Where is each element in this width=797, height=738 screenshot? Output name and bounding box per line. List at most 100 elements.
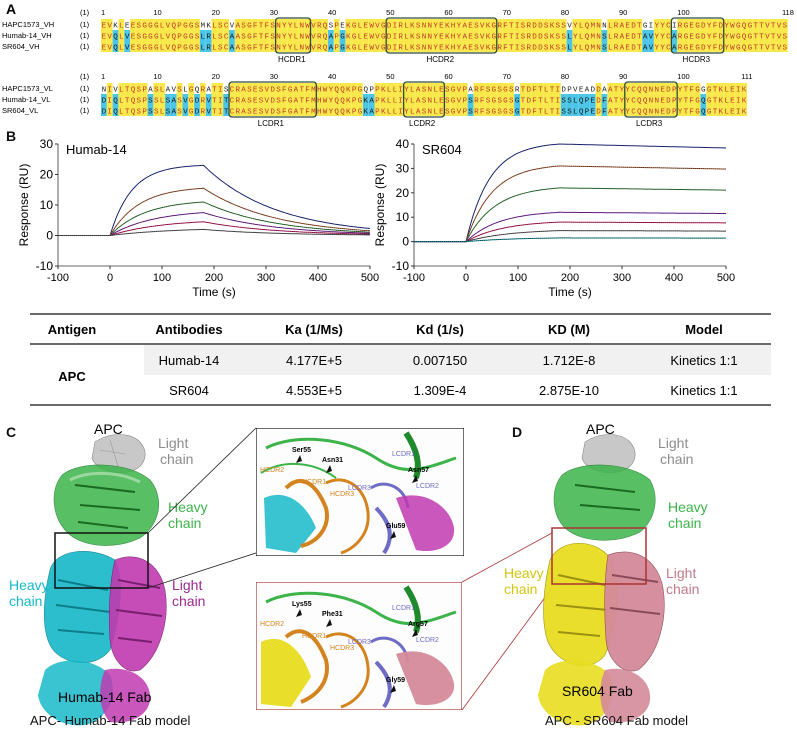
residue: V — [649, 34, 654, 42]
cdr-label: HCDR1 — [302, 479, 326, 486]
residue: L — [119, 109, 124, 117]
residue: K — [113, 23, 118, 31]
residue: Q — [585, 45, 590, 53]
residue: I — [672, 23, 677, 31]
residue: Y — [707, 34, 712, 42]
residue: D — [631, 23, 636, 31]
table-cell: 1.309E-4 — [414, 383, 467, 398]
residue: G — [154, 23, 159, 31]
residue: Q — [171, 23, 176, 31]
residue: F — [713, 34, 718, 42]
residue-label: Asn57 — [408, 467, 429, 474]
panel-label-a: A — [6, 1, 16, 17]
residue: A — [230, 34, 235, 42]
residue: I — [398, 109, 403, 117]
residue: E — [689, 23, 694, 31]
residue: L — [160, 34, 165, 42]
residue: W — [323, 109, 328, 117]
residue: E — [131, 34, 136, 42]
residue: R — [497, 45, 502, 53]
residue: D — [532, 45, 537, 53]
residue: Q — [579, 109, 584, 117]
residue: S — [416, 45, 421, 53]
residue: R — [235, 109, 240, 117]
residue: L — [212, 23, 217, 31]
residue: N — [655, 98, 660, 106]
residue: G — [352, 34, 357, 42]
residue: D — [538, 34, 543, 42]
residue: Y — [404, 87, 409, 95]
residue: K — [445, 23, 450, 31]
residue: A — [620, 45, 625, 53]
residue: T — [550, 109, 555, 117]
residue: V — [480, 34, 485, 42]
residue: W — [369, 45, 374, 53]
residue: P — [375, 87, 380, 95]
residue: V — [480, 23, 485, 31]
residue: V — [567, 23, 572, 31]
residue: R — [206, 45, 211, 53]
residue: L — [160, 98, 165, 106]
residue: K — [346, 45, 351, 53]
residue: Q — [340, 87, 345, 95]
residue: P — [334, 23, 339, 31]
residue: T — [538, 87, 543, 95]
ruler-tick: 20 — [212, 8, 220, 17]
zoom-humab14-interface: Ser55 Asn31 Asn57 Glu59 HCDR2 HCDR1 HCDR3LCDR3… — [256, 428, 464, 556]
residue: D — [270, 87, 275, 95]
residue-label: Asn31 — [322, 457, 343, 464]
residue: Q — [195, 87, 200, 95]
label-heavy-chain-green: Heavy chain — [168, 499, 208, 531]
residue: M — [590, 34, 595, 42]
residue: G — [142, 34, 147, 42]
residue: L — [160, 45, 165, 53]
panel-label-b: B — [6, 128, 17, 144]
table-header: KD (M) — [548, 322, 590, 337]
residue: V — [113, 87, 118, 95]
residue: D — [526, 87, 531, 95]
residue: G — [358, 87, 363, 95]
residue: G — [695, 109, 700, 117]
residue: Q — [113, 45, 118, 53]
residue: L — [387, 98, 392, 106]
residue: T — [637, 34, 642, 42]
residue: E — [439, 23, 444, 31]
residue: E — [660, 87, 665, 95]
residue: T — [224, 109, 229, 117]
y-tick-label: 20 — [396, 186, 410, 200]
y-tick-label: -10 — [392, 259, 410, 273]
residue: D — [387, 34, 392, 42]
y-tick-label: 0 — [46, 229, 53, 243]
residue: V — [125, 34, 130, 42]
residue: I — [515, 34, 520, 42]
residue: G — [148, 34, 153, 42]
residue: I — [556, 87, 561, 95]
residue: K — [346, 98, 351, 106]
cdr-label: HCDR2 — [260, 467, 284, 474]
residue: W — [323, 98, 328, 106]
residue: N — [276, 45, 281, 53]
residue: Q — [585, 23, 590, 31]
residue: E — [625, 45, 630, 53]
fit-curve — [414, 221, 726, 242]
residue: V — [166, 23, 171, 31]
residue: S — [247, 109, 252, 117]
x-tick-label: 500 — [717, 272, 735, 284]
residue: F — [713, 23, 718, 31]
residue: R — [201, 98, 206, 106]
residue: L — [544, 87, 549, 95]
residue: G — [695, 87, 700, 95]
cdr-label: HCDR2 — [426, 55, 454, 64]
residue: E — [253, 109, 258, 117]
residue: A — [148, 87, 153, 95]
residue: R — [515, 87, 520, 95]
residue: I — [515, 45, 520, 53]
label-fab: Humab-14 Fab — [58, 689, 152, 705]
residue: S — [241, 23, 246, 31]
residue: Q — [643, 98, 648, 106]
residue: A — [416, 98, 421, 106]
residue: G — [684, 23, 689, 31]
residue: T — [509, 45, 514, 53]
ruler-tick: 100 — [677, 72, 690, 81]
table-header: Model — [685, 322, 723, 337]
